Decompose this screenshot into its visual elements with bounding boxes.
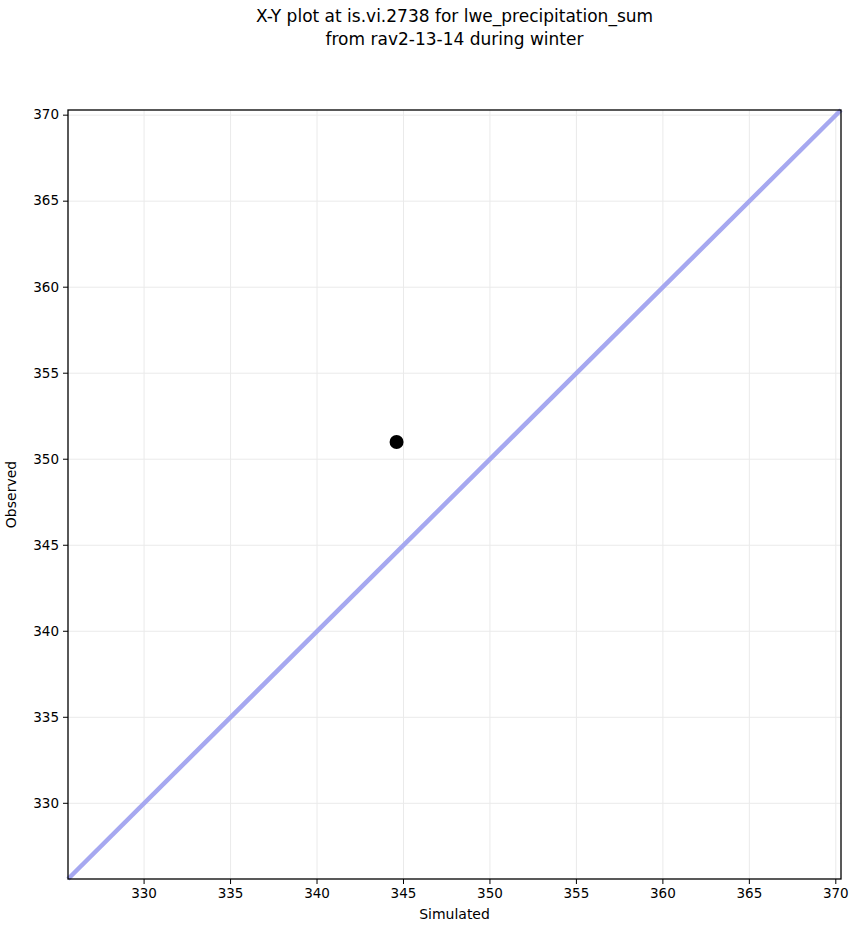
chart-title-line-2: from rav2-13-14 during winter	[326, 29, 584, 49]
y-tick-label-6: 360	[33, 279, 59, 295]
x-tick-label-5: 355	[564, 885, 590, 901]
figure: 330 335 340 345 350 355 360 365 370 330 335 340 345 3…	[0, 0, 859, 934]
y-tick-label-7: 365	[33, 192, 59, 208]
xy-scatter-plot: 330 335 340 345 350 355 360 365 370 330 335 340 345 3…	[0, 0, 859, 934]
y-axis-label: Observed	[3, 461, 19, 528]
data-point-0	[390, 435, 404, 449]
y-tick-label-4: 350	[33, 451, 59, 467]
x-axis-label: Simulated	[419, 906, 490, 922]
x-tick-label-4: 350	[477, 885, 503, 901]
y-tick-label-8: 370	[33, 106, 59, 122]
x-tick-label-0: 330	[131, 885, 157, 901]
y-tick-label-3: 345	[33, 537, 59, 553]
y-tick-label-2: 340	[33, 623, 59, 639]
x-tick-label-3: 345	[391, 885, 417, 901]
y-tick-label-1: 335	[33, 709, 59, 725]
chart-title-line-1: X-Y plot at is.vi.2738 for lwe_precipita…	[256, 6, 653, 27]
x-tick-label-8: 370	[823, 885, 849, 901]
x-tick-label-1: 335	[218, 885, 244, 901]
y-tick-label-5: 355	[33, 365, 59, 381]
y-tick-label-0: 330	[33, 795, 59, 811]
x-tick-label-2: 340	[304, 885, 330, 901]
x-tick-label-6: 360	[650, 885, 676, 901]
x-tick-label-7: 365	[736, 885, 762, 901]
